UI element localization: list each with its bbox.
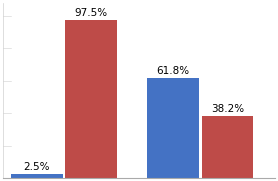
Bar [11, 174, 63, 178]
Text: 61.8%: 61.8% [157, 66, 190, 76]
Text: 97.5%: 97.5% [75, 8, 108, 18]
Text: 2.5%: 2.5% [24, 162, 50, 172]
Text: 38.2%: 38.2% [211, 104, 244, 114]
Bar [202, 116, 254, 178]
Bar [147, 78, 199, 178]
Bar [65, 20, 117, 178]
